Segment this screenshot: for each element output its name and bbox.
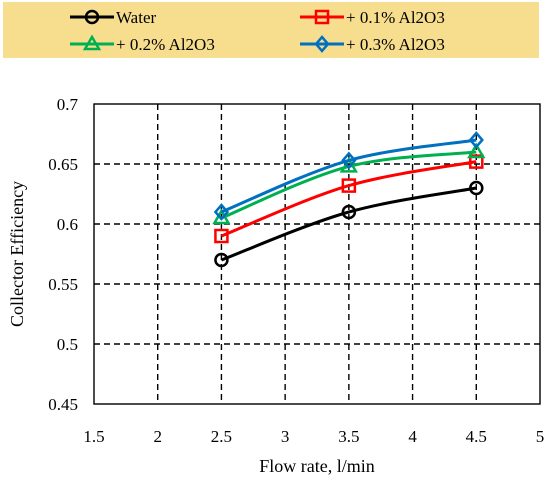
legend: Water + 0.1% Al2O3 + 0.2% Al2O3 + 0.3% Al2O… — [70, 8, 445, 54]
x-tick-label: 2 — [153, 427, 162, 446]
y-tick-label: 0.45 — [48, 395, 78, 414]
y-tick-label: 0.6 — [57, 215, 78, 234]
data-point — [467, 142, 486, 159]
legend-label: + 0.2% Al2O3 — [116, 35, 215, 54]
data-point — [341, 204, 357, 220]
legend-item: + 0.2% Al2O3 — [70, 34, 215, 54]
legend-marker — [314, 9, 330, 25]
legend-item: + 0.1% Al2O3 — [300, 8, 445, 27]
x-tick-label: 4 — [408, 427, 417, 446]
data-point — [469, 180, 484, 196]
legend-label: + 0.1% Al2O3 — [346, 8, 445, 27]
x-tick-label: 3 — [281, 427, 290, 446]
series-2 — [214, 154, 484, 244]
y-tick-label: 0.65 — [48, 155, 78, 174]
legend-marker — [84, 9, 100, 25]
y-tick-label: 0.5 — [57, 335, 78, 354]
data-point — [341, 178, 357, 193]
series-1 — [214, 180, 484, 268]
data-point — [214, 228, 229, 244]
y-tick-label: 0.55 — [48, 275, 78, 294]
series-line — [220, 160, 477, 238]
x-tick-label: 5 — [536, 427, 545, 446]
legend-item: Water — [70, 8, 156, 27]
data-point — [339, 156, 359, 173]
x-tick-label: 3.5 — [338, 427, 359, 446]
series-4 — [213, 131, 484, 221]
y-axis-title: Collector Efficiency — [7, 181, 27, 327]
data-point — [469, 154, 484, 169]
x-axis-title: Flow rate, l/min — [259, 456, 375, 476]
x-tick-label: 4.5 — [466, 427, 487, 446]
data-point — [214, 252, 229, 268]
series-line — [220, 138, 477, 214]
data-point — [212, 208, 231, 225]
plot-frame — [93, 103, 541, 405]
x-tick-label: 1.5 — [83, 427, 104, 446]
legend-marker — [314, 35, 330, 53]
tick-labels: 1.5 2 2.5 3 3.5 4 4.5 5 0.45 0.5 0.55 0.6 0.65 0.7 — [48, 95, 544, 446]
y-tick-label: 0.7 — [57, 95, 79, 114]
legend-marker — [82, 34, 102, 51]
data-point — [213, 203, 230, 221]
legend-label: + 0.3% Al2O3 — [346, 35, 445, 54]
legend-label: Water — [116, 8, 156, 27]
x-tick-label: 2.5 — [211, 427, 232, 446]
legend-item: + 0.3% Al2O3 — [300, 35, 445, 54]
series-layer — [212, 131, 486, 268]
data-point — [341, 151, 357, 170]
series-line — [220, 186, 477, 262]
data-point — [468, 131, 484, 149]
